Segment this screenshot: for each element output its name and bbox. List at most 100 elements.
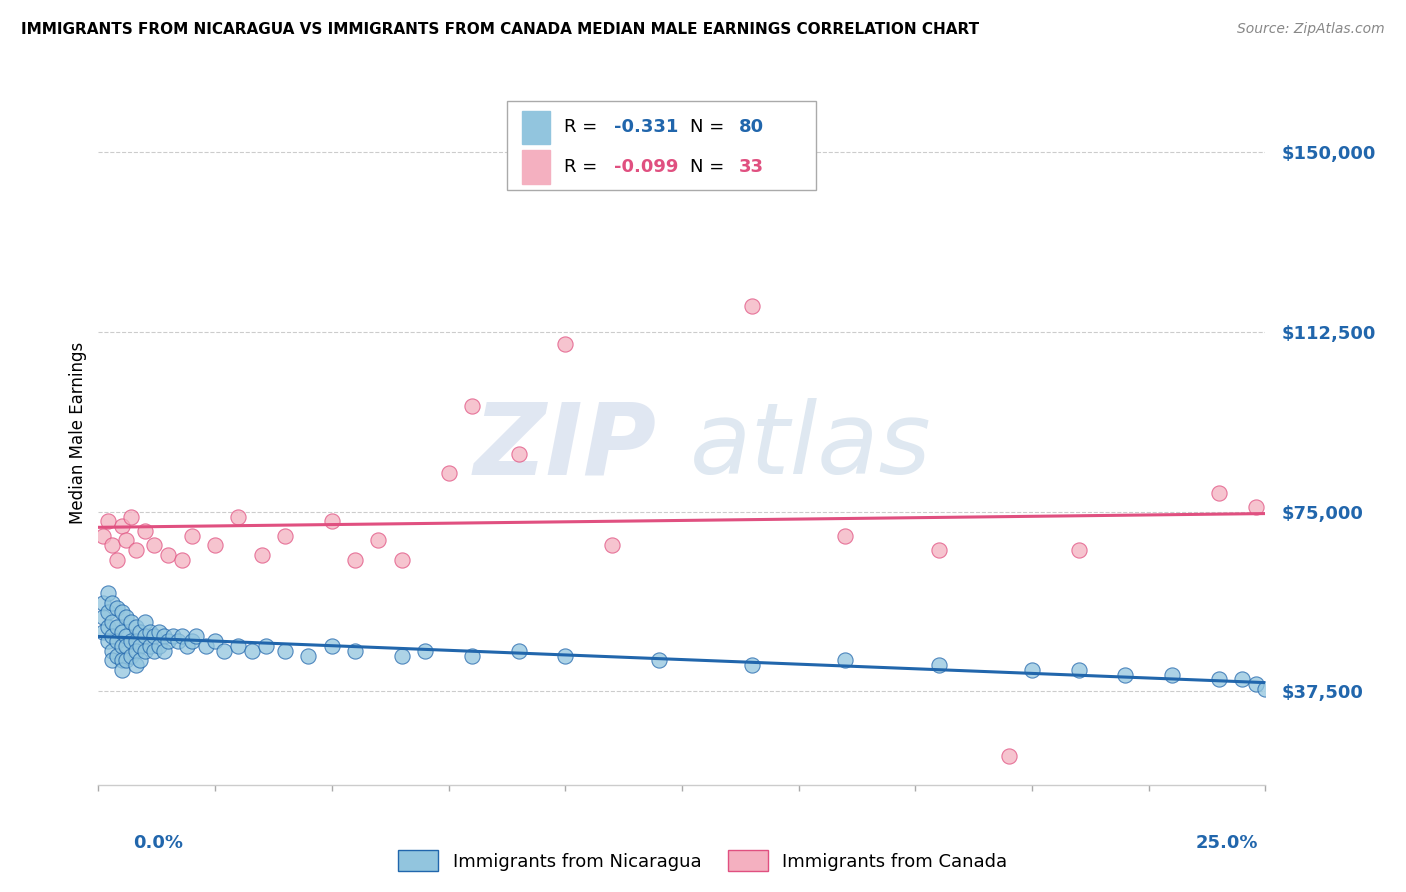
Text: R =: R = [564, 119, 603, 136]
Point [105, 552, 128, 566]
Point [111, 653, 134, 667]
Point [344, 552, 367, 566]
Point [148, 624, 170, 639]
Point [344, 644, 367, 658]
Point [115, 639, 138, 653]
Point [115, 653, 138, 667]
Point [172, 629, 194, 643]
Point [105, 634, 128, 648]
Point [139, 639, 162, 653]
Point [125, 620, 148, 634]
Point [157, 634, 180, 648]
Point [134, 524, 156, 538]
Point [741, 658, 763, 673]
Point [97, 620, 120, 634]
Bar [522, 111, 550, 145]
Point [1021, 663, 1043, 677]
Point [125, 658, 148, 673]
Point [741, 299, 763, 313]
Point [204, 538, 226, 552]
Point [242, 644, 264, 658]
Point [554, 648, 576, 663]
Point [152, 629, 174, 643]
Point [105, 620, 128, 634]
Point [180, 634, 202, 648]
Point [194, 639, 217, 653]
Point [97, 606, 120, 620]
Point [928, 658, 950, 673]
Legend: Immigrants from Nicaragua, Immigrants from Canada: Immigrants from Nicaragua, Immigrants fr… [391, 843, 1015, 879]
Point [120, 634, 142, 648]
Text: N =: N = [690, 119, 730, 136]
Point [274, 529, 297, 543]
Point [461, 648, 484, 663]
Point [134, 615, 156, 629]
Point [111, 606, 134, 620]
Point [129, 624, 152, 639]
Point [105, 648, 128, 663]
Point [105, 600, 128, 615]
Point [928, 543, 950, 558]
Point [134, 629, 156, 643]
Point [834, 653, 856, 667]
Point [413, 644, 436, 658]
Point [162, 629, 184, 643]
Text: atlas: atlas [689, 398, 931, 495]
Text: -0.331: -0.331 [614, 119, 679, 136]
Point [186, 629, 208, 643]
Point [125, 644, 148, 658]
Point [91, 610, 114, 624]
Point [129, 639, 152, 653]
Point [111, 663, 134, 677]
Point [125, 634, 148, 648]
Point [437, 467, 460, 481]
Point [111, 519, 134, 533]
Point [204, 634, 226, 648]
Point [647, 653, 669, 667]
Point [1254, 682, 1277, 697]
Point [101, 629, 124, 643]
FancyBboxPatch shape [508, 102, 815, 189]
Point [101, 596, 124, 610]
Text: 80: 80 [740, 119, 765, 136]
Text: Source: ZipAtlas.com: Source: ZipAtlas.com [1237, 22, 1385, 37]
Point [391, 552, 413, 566]
Bar [522, 150, 550, 184]
Point [111, 624, 134, 639]
Point [321, 639, 343, 653]
Point [172, 552, 194, 566]
Point [228, 639, 250, 653]
Point [1244, 677, 1267, 691]
Point [91, 529, 114, 543]
Point [228, 509, 250, 524]
Point [1067, 663, 1090, 677]
Text: -0.099: -0.099 [614, 158, 679, 176]
Point [391, 648, 413, 663]
Point [129, 653, 152, 667]
Text: 33: 33 [740, 158, 763, 176]
Point [1067, 543, 1090, 558]
Point [134, 644, 156, 658]
Point [1208, 485, 1230, 500]
Point [1244, 500, 1267, 514]
Point [1208, 673, 1230, 687]
Point [274, 644, 297, 658]
Point [115, 629, 138, 643]
Point [111, 639, 134, 653]
Point [180, 529, 202, 543]
Point [101, 615, 124, 629]
Point [297, 648, 319, 663]
Point [91, 596, 114, 610]
Point [125, 543, 148, 558]
Point [834, 529, 856, 543]
Point [115, 533, 138, 548]
Point [321, 514, 343, 528]
Point [152, 644, 174, 658]
Point [250, 548, 273, 562]
Point [101, 653, 124, 667]
Point [214, 644, 236, 658]
Point [508, 447, 530, 461]
Text: 25.0%: 25.0% [1197, 834, 1258, 852]
Text: R =: R = [564, 158, 603, 176]
Point [508, 644, 530, 658]
